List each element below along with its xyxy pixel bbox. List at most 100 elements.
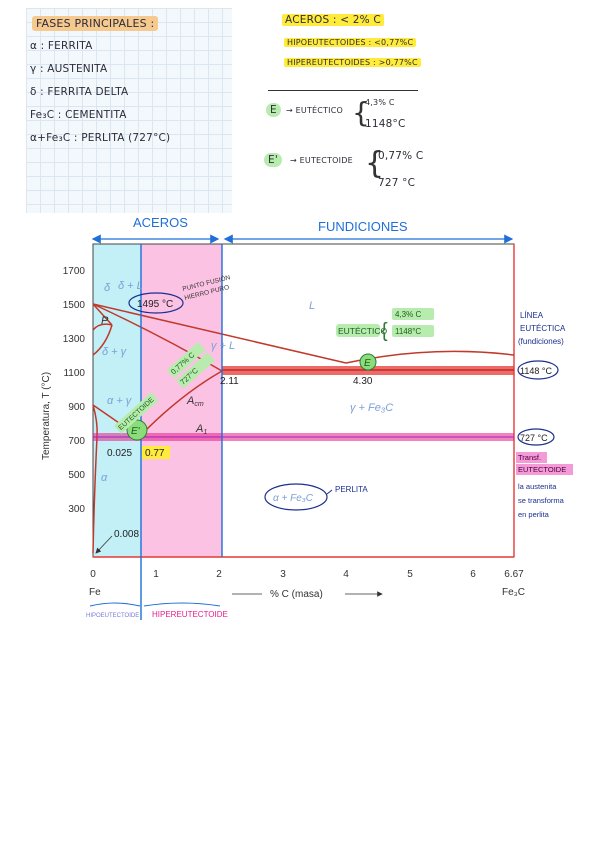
note-eutectoid-brace: { bbox=[365, 146, 385, 181]
y-tick-900: 900 bbox=[68, 402, 85, 413]
arrow-0008 bbox=[95, 535, 113, 554]
bottom-brace-hipo bbox=[89, 602, 141, 607]
value-077: 0.77 bbox=[145, 448, 165, 459]
perlita-label: PERLITA bbox=[335, 485, 368, 494]
x-tick-5: 5 bbox=[407, 569, 413, 580]
region-alpha-left: α bbox=[101, 472, 108, 484]
eutectoid-point-label: E' bbox=[131, 426, 141, 437]
phase-item-text: δ : FERRITA DELTA bbox=[30, 86, 129, 98]
y-tick-1700: 1700 bbox=[63, 266, 86, 277]
eutectico-label-bg bbox=[336, 324, 380, 337]
note-divider bbox=[268, 90, 418, 91]
phase-item-text: α+Fe₃C : PERLITA (727°C) bbox=[30, 132, 171, 144]
x-tick-2: 2 bbox=[216, 569, 222, 580]
linea-eutectica-note: LÍNEA EUTÉCTICA (fundiciones) bbox=[518, 311, 566, 346]
liquidus-left bbox=[92, 303, 347, 364]
note-eutectic-v2: 1148°C bbox=[365, 118, 406, 130]
note-eutectoid-v2: 727 °C bbox=[378, 177, 416, 189]
note-hipoeutectoides: HIPOEUTECTOIDES : <0,77%C bbox=[284, 38, 417, 47]
phase-item-austenita: γ : AUSTENITA bbox=[30, 63, 107, 75]
perlita-ring bbox=[264, 483, 328, 511]
x-right-name: Fe₃C bbox=[502, 587, 525, 598]
x-tick-6: 6 bbox=[470, 569, 476, 580]
x-tick-667: 6.67 bbox=[504, 569, 524, 580]
delta-boundary-2 bbox=[92, 323, 113, 331]
phase-item-ferrita: α : FERRITA bbox=[30, 40, 92, 52]
eutectico-label: EUTÉCTICO bbox=[338, 326, 388, 336]
region-alpha-gamma: α + γ bbox=[107, 395, 133, 407]
note-eutectic-brace: { bbox=[352, 96, 371, 129]
eutectoid-v1-bg bbox=[166, 342, 206, 379]
phase-item-text: γ : AUSTENITA bbox=[30, 63, 108, 75]
region-p: P bbox=[101, 315, 109, 327]
delta-boundary-3 bbox=[92, 324, 113, 356]
value-430: 4.30 bbox=[353, 376, 373, 387]
transf-1: Transf. bbox=[518, 453, 541, 462]
y-tick-300: 300 bbox=[68, 504, 85, 515]
x-axis-label: % C (masa) bbox=[270, 589, 323, 600]
eutectoid-v2-bg bbox=[176, 352, 215, 389]
region-labels: δ δ + L P δ + γ L γ + L α + γ A Acm A1 γ… bbox=[101, 280, 393, 484]
eutectoid-point-marker bbox=[126, 419, 148, 441]
value-211: 2.11 bbox=[220, 376, 239, 387]
value-0008: 0.008 bbox=[114, 529, 139, 540]
austenita-3: en perlita bbox=[518, 510, 550, 519]
eutectic-point-marker bbox=[359, 353, 377, 371]
callout-1495: 1495 °C bbox=[137, 299, 173, 310]
x-tick-3: 3 bbox=[280, 569, 286, 580]
x-ticks: 0 1 2 3 4 5 6 6.67 bbox=[90, 569, 524, 580]
delta-boundary-1 bbox=[92, 303, 113, 326]
transf-2: EUTECTOIDE bbox=[518, 465, 566, 474]
note-aceros: ACEROS : < 2% C bbox=[282, 14, 384, 26]
value-0025: 0.025 bbox=[107, 448, 132, 459]
eutectoid-diag-bg bbox=[113, 392, 159, 434]
region-a1: A1 bbox=[195, 423, 207, 436]
header-fundiciones: FUNDICIONES bbox=[318, 219, 408, 234]
eutectico-brace: { bbox=[381, 320, 388, 342]
note-eutectoid-word: → EUTECTOIDE bbox=[290, 156, 353, 165]
region-delta-gamma: δ + γ bbox=[102, 346, 128, 358]
y-tick-1300: 1300 bbox=[63, 334, 86, 345]
header-aceros: ACEROS bbox=[133, 215, 188, 230]
acm-line bbox=[138, 370, 223, 438]
y-tick-1500: 1500 bbox=[63, 300, 86, 311]
region-gamma-l: γ + L bbox=[211, 340, 235, 352]
hipoeutectoid-zone bbox=[93, 244, 141, 557]
phase-item-text: α : FERRITA bbox=[30, 40, 93, 52]
alpha-solvus bbox=[92, 436, 98, 554]
note-eutectoid-letter: E' bbox=[264, 153, 282, 167]
y-ticks: 1700 1500 1300 1100 900 700 500 300 bbox=[63, 266, 86, 515]
y-axis-label: Temperatura, T (°C) bbox=[41, 372, 52, 460]
x-left-name: Fe bbox=[89, 587, 101, 598]
y-tick-1100: 1100 bbox=[63, 368, 85, 379]
callout-727-ring bbox=[517, 428, 555, 446]
region-delta: δ bbox=[104, 282, 111, 294]
perlita-arrow bbox=[326, 489, 333, 495]
note-eutectic-letter: E bbox=[266, 103, 281, 117]
bottom-label-hipo: HIPOEUTECTOIDE bbox=[86, 613, 139, 619]
value-labels: 2.11 4.30 0.025 0.77 0.008 bbox=[107, 376, 373, 540]
phase-item-ferrita-delta: δ : FERRITA DELTA bbox=[30, 86, 128, 98]
note-eutectic-v1: 4,3% C bbox=[365, 98, 395, 107]
transf-2-bg bbox=[516, 464, 573, 475]
y-tick-500: 500 bbox=[68, 470, 85, 481]
x-tick-4: 4 bbox=[343, 569, 349, 580]
callout-1148: 1148 °C bbox=[520, 366, 552, 376]
bottom-label-hiper: HIPEREUTECTOIDE bbox=[152, 610, 228, 619]
notes-grid-paper bbox=[26, 8, 232, 213]
callout-727: 727 °C bbox=[520, 433, 548, 443]
note-eutectic-word: → EUTÉCTICO bbox=[286, 106, 344, 115]
eutectic-point-label: E bbox=[364, 358, 371, 369]
note-hipereutectoides: HIPEREUTECTOIDES : >0,77%C bbox=[284, 58, 421, 67]
bottom-brace-hiper bbox=[143, 602, 221, 607]
linea-2: EUTÉCTICA bbox=[520, 324, 566, 333]
callout-1495-ring bbox=[128, 292, 184, 314]
region-delta-l: δ + L bbox=[118, 280, 143, 292]
phase-item-cementita: Fe₃C : CEMENTITA bbox=[30, 109, 127, 121]
region-alpha-fe3c: α + Fe₃C bbox=[273, 493, 314, 504]
y-tick-700: 700 bbox=[68, 436, 85, 447]
region-liquid: L bbox=[309, 300, 315, 312]
austenita-1: la austenita bbox=[518, 482, 557, 491]
phase-item-text: Fe₃C : CEMENTITA bbox=[30, 109, 127, 121]
